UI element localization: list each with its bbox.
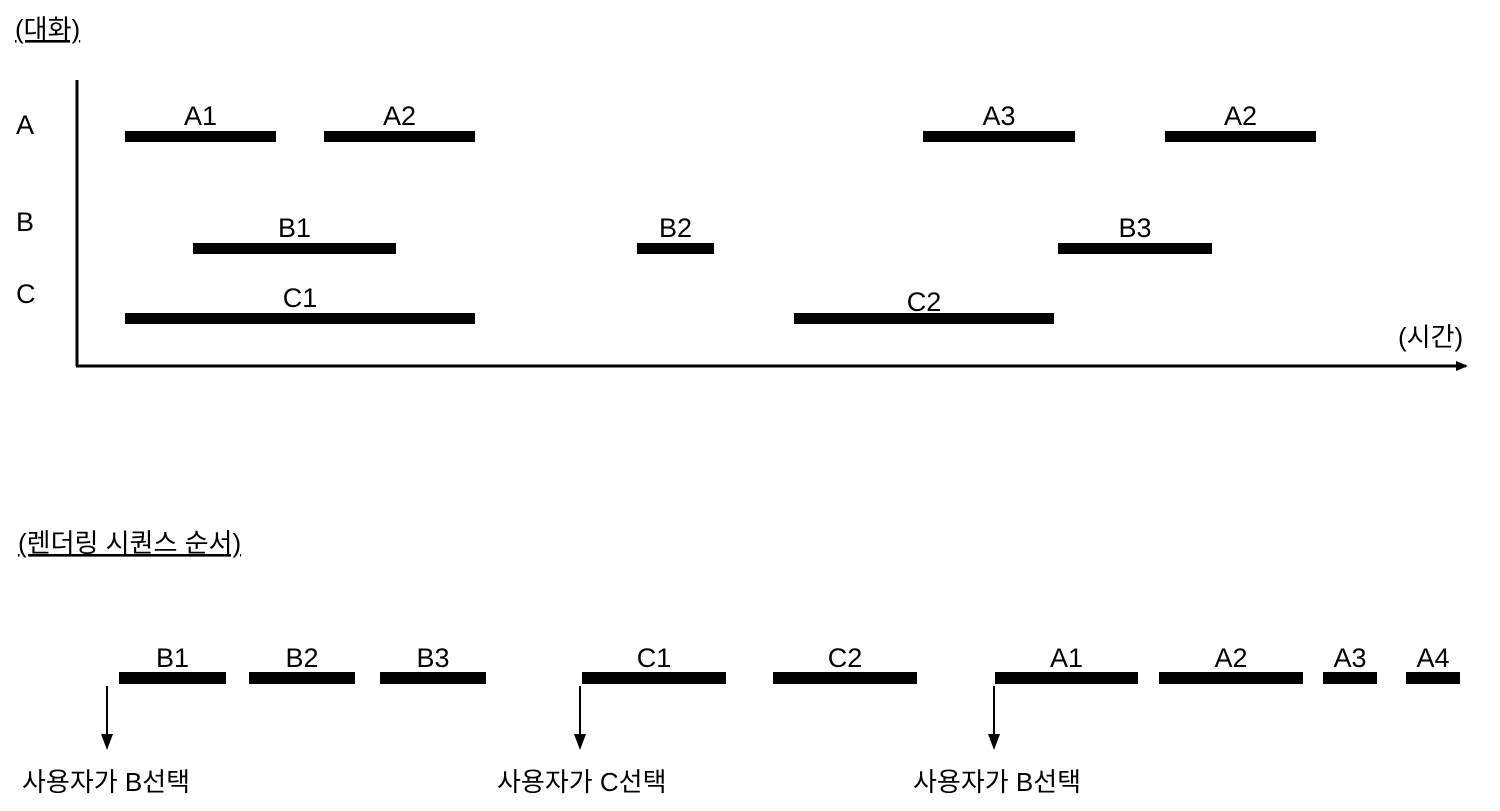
timeline-diagram: (대화) (시간) A A1 A2 A3 A2 B B1 B2 B3 C C1 C2 (렌더링 시퀀스… (0, 0, 1500, 811)
segment-bar-b1 (193, 243, 396, 254)
selection-arrow-head (574, 734, 586, 750)
sequence-bar-c2 (773, 672, 917, 684)
render-sequence: B1 B2 B3 C1 C2 A1 A2 A3 A4 (119, 643, 1460, 684)
sequence-bar-a3 (1323, 672, 1377, 684)
sequence-bar-a2 (1159, 672, 1303, 684)
sequence-label-a1: A1 (1050, 643, 1083, 673)
segment-label-b3: B3 (1118, 213, 1151, 243)
row-label-c: C (16, 279, 36, 309)
segment-bar-a1 (125, 131, 276, 142)
sequence-label-a2: A2 (1214, 643, 1247, 673)
sequence-bar-a4 (1406, 672, 1460, 684)
selection-event-label: 사용자가 B선택 (913, 767, 1081, 797)
sequence-bar-a1 (995, 672, 1138, 684)
conversation-rows: A A1 A2 A3 A2 B B1 B2 B3 C C1 C2 (16, 101, 1316, 324)
segment-label-a1: A1 (184, 101, 217, 131)
selection-event-label: 사용자가 B선택 (22, 767, 190, 797)
row-label-b: B (16, 207, 34, 237)
sequence-label-a4: A4 (1416, 643, 1449, 673)
segment-bar-c1 (125, 313, 475, 324)
sequence-label-a3: A3 (1333, 643, 1366, 673)
sequence-label-b1: B1 (156, 643, 189, 673)
segment-label-a2: A2 (383, 101, 416, 131)
render-sequence-title: (렌더링 시퀀스 순서) (18, 528, 241, 558)
segment-bar-a3 (923, 131, 1075, 142)
segment-label-c2: C2 (907, 287, 942, 317)
row-label-a: A (16, 110, 34, 140)
segment-label-a2: A2 (1224, 101, 1257, 131)
time-axis-label: (시간) (1398, 322, 1463, 352)
segment-bar-a2 (1165, 131, 1316, 142)
segment-bar-a2 (324, 131, 475, 142)
segment-label-c1: C1 (283, 283, 318, 313)
sequence-label-c2: C2 (828, 643, 863, 673)
sequence-label-b2: B2 (285, 643, 318, 673)
selection-arrow-head (101, 734, 113, 750)
segment-bar-b3 (1058, 243, 1212, 254)
sequence-bar-b1 (119, 672, 226, 684)
segment-label-b1: B1 (278, 213, 311, 243)
segment-label-b2: B2 (659, 213, 692, 243)
user-selection-events: 사용자가 B선택 사용자가 C선택 사용자가 B선택 (22, 686, 1081, 797)
sequence-label-b3: B3 (416, 643, 449, 673)
segment-bar-b2 (637, 243, 714, 254)
segment-label-a3: A3 (982, 101, 1015, 131)
selection-event-label: 사용자가 C선택 (497, 767, 667, 797)
sequence-bar-b3 (380, 672, 486, 684)
sequence-bar-b2 (249, 672, 355, 684)
selection-arrow-head (988, 734, 1000, 750)
sequence-bar-c1 (582, 672, 726, 684)
sequence-label-c1: C1 (637, 643, 672, 673)
conversation-title: (대화) (15, 14, 80, 44)
